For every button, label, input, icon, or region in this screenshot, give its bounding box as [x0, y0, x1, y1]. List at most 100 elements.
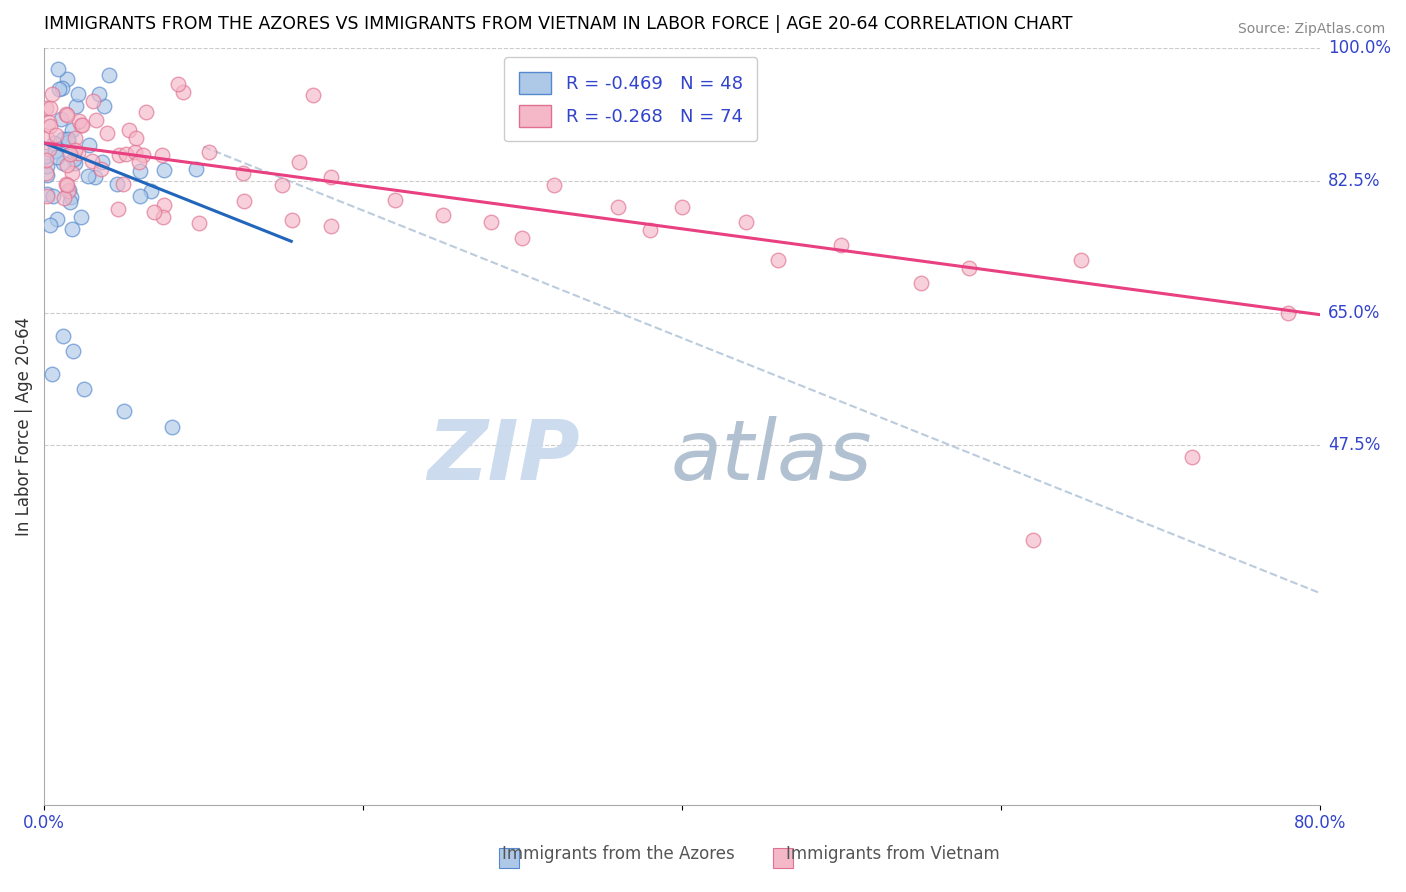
- Point: [51, 81, 73, 95]
- Point: [41, 87, 63, 102]
- Point: [63, 131, 86, 145]
- Point: [160, 419, 183, 434]
- Point: [84, 170, 107, 185]
- Point: [62, 152, 84, 166]
- Point: [35, 159, 58, 173]
- Point: [38, 115, 60, 129]
- Point: [830, 238, 852, 252]
- Point: [319, 169, 342, 184]
- Point: [35, 189, 58, 203]
- Point: [38, 101, 60, 115]
- Point: [124, 145, 146, 159]
- Point: [48, 82, 70, 96]
- Point: [60, 123, 83, 137]
- Point: [62, 343, 84, 358]
- Point: [41, 367, 63, 381]
- Point: [766, 253, 789, 268]
- Point: [638, 223, 661, 237]
- Point: [118, 123, 141, 137]
- Point: [112, 404, 135, 418]
- Point: [91, 154, 114, 169]
- Point: [186, 161, 208, 176]
- Text: Immigrants from Vietnam: Immigrants from Vietnam: [786, 846, 1000, 863]
- Point: [35, 169, 58, 183]
- Point: [55, 178, 77, 192]
- Point: [46, 150, 69, 164]
- Point: [46, 62, 69, 76]
- Point: [671, 200, 693, 214]
- Point: [35, 153, 58, 167]
- Text: 47.5%: 47.5%: [1329, 436, 1381, 454]
- Bar: [773, 848, 793, 868]
- Point: [66, 87, 89, 101]
- Point: [35, 101, 58, 115]
- Point: [1277, 306, 1299, 320]
- Point: [65, 99, 87, 113]
- Point: [35, 131, 58, 145]
- Point: [45, 128, 67, 142]
- Point: [128, 189, 150, 203]
- Point: [90, 162, 112, 177]
- Point: [129, 164, 152, 178]
- Bar: [499, 848, 519, 868]
- Text: ZIP: ZIP: [427, 417, 579, 498]
- Point: [89, 87, 111, 102]
- Text: IMMIGRANTS FROM THE AZORES VS IMMIGRANTS FROM VIETNAM IN LABOR FORCE | AGE 20-64: IMMIGRANTS FROM THE AZORES VS IMMIGRANTS…: [44, 15, 1073, 33]
- Point: [384, 193, 406, 207]
- Point: [69, 211, 91, 225]
- Point: [302, 87, 325, 102]
- Y-axis label: In Labor Force | Age 20-64: In Labor Force | Age 20-64: [15, 317, 32, 536]
- Text: Immigrants from the Azores: Immigrants from the Azores: [502, 846, 735, 863]
- Point: [56, 108, 79, 122]
- Point: [82, 95, 104, 109]
- Point: [432, 208, 454, 222]
- Point: [115, 147, 138, 161]
- Text: Source: ZipAtlas.com: Source: ZipAtlas.com: [1237, 22, 1385, 37]
- Point: [135, 105, 157, 120]
- Point: [270, 178, 292, 193]
- Point: [60, 166, 83, 180]
- Point: [52, 132, 75, 146]
- Text: atlas: atlas: [671, 417, 872, 498]
- Point: [51, 112, 73, 127]
- Point: [52, 156, 75, 170]
- Point: [65, 143, 87, 157]
- Point: [1069, 253, 1091, 268]
- Point: [93, 99, 115, 113]
- Point: [44, 144, 66, 158]
- Point: [125, 131, 148, 145]
- Point: [63, 155, 86, 169]
- Point: [42, 189, 65, 203]
- Point: [166, 77, 188, 91]
- Point: [55, 158, 77, 172]
- Point: [139, 184, 162, 198]
- Point: [198, 145, 221, 159]
- Point: [150, 148, 173, 162]
- Point: [56, 132, 79, 146]
- Point: [55, 178, 77, 192]
- Point: [37, 187, 59, 202]
- Point: [70, 119, 93, 133]
- Point: [67, 146, 90, 161]
- Text: 82.5%: 82.5%: [1329, 172, 1381, 190]
- Point: [70, 118, 93, 132]
- Text: 65.0%: 65.0%: [1329, 304, 1381, 322]
- Point: [1181, 450, 1204, 464]
- Point: [107, 202, 129, 216]
- Point: [82, 154, 104, 169]
- Point: [39, 119, 62, 133]
- Point: [479, 215, 502, 229]
- Point: [105, 177, 128, 191]
- Point: [288, 154, 311, 169]
- Point: [128, 155, 150, 169]
- Point: [910, 276, 932, 290]
- Point: [112, 178, 135, 192]
- Point: [734, 215, 756, 229]
- Point: [98, 68, 121, 82]
- Point: [543, 178, 565, 192]
- Point: [52, 191, 75, 205]
- Point: [132, 147, 155, 161]
- Point: [42, 136, 65, 150]
- Point: [319, 219, 342, 234]
- Point: [108, 148, 131, 162]
